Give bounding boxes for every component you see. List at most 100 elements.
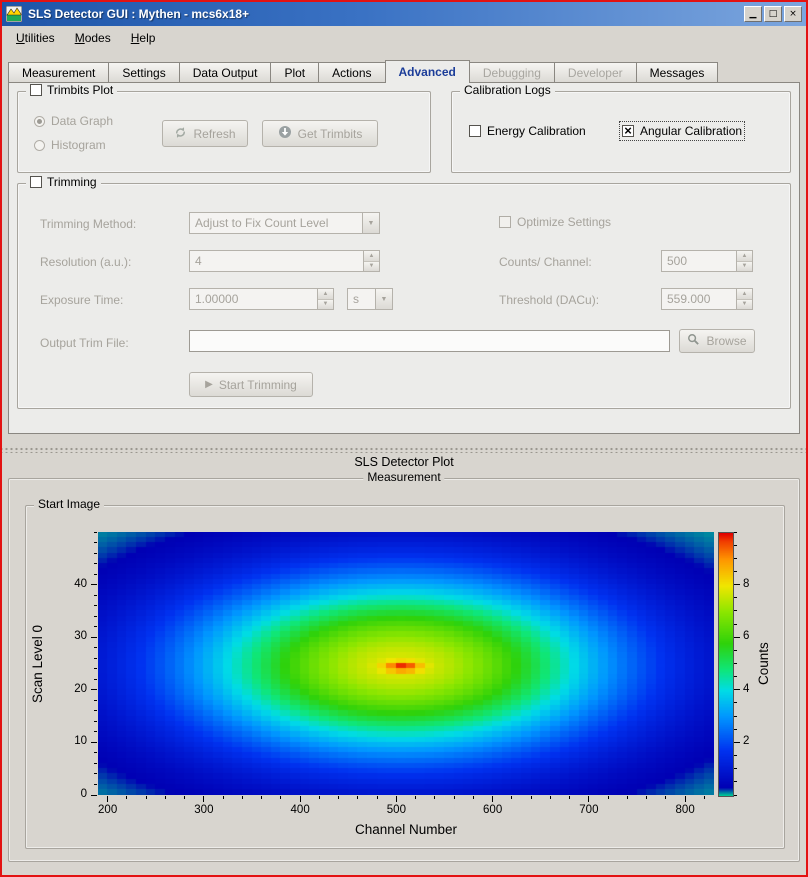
x-minor-tick bbox=[376, 796, 378, 799]
start-image-group: Start Image Scan Level 0 Channel Number … bbox=[25, 497, 785, 849]
trimbits-plot-group: Trimbits Plot Data Graph Histogram bbox=[17, 83, 431, 173]
x-tick-label: 500 bbox=[386, 804, 406, 816]
menu-utilities[interactable]: Utilities bbox=[16, 31, 55, 45]
tab-data-output[interactable]: Data Output bbox=[178, 62, 272, 82]
colorbar-minor-tick bbox=[734, 557, 737, 559]
trimbits-plot-group-label: Trimbits Plot bbox=[47, 83, 114, 97]
y-tick-label: 30 bbox=[74, 630, 87, 643]
minimize-button[interactable]: ▁ bbox=[744, 6, 762, 22]
trimbits-plot-checkbox[interactable] bbox=[30, 84, 42, 96]
tab-plot[interactable]: Plot bbox=[270, 62, 320, 82]
y-tick-label: 20 bbox=[74, 682, 87, 695]
angular-calibration-option[interactable]: × Angular Calibration bbox=[618, 121, 746, 141]
histogram-label: Histogram bbox=[51, 138, 106, 152]
x-minor-tick bbox=[453, 796, 455, 799]
colorbar-minor-tick bbox=[734, 755, 737, 757]
y-minor-tick bbox=[94, 720, 97, 722]
y-tick-mark bbox=[91, 689, 97, 691]
y-tick-mark bbox=[91, 741, 97, 743]
histogram-option: Histogram bbox=[34, 138, 106, 152]
y-minor-tick bbox=[94, 563, 97, 565]
menu-modes[interactable]: Modes bbox=[74, 31, 111, 45]
y-minor-tick bbox=[94, 699, 97, 701]
tab-measurement[interactable]: Measurement bbox=[8, 62, 110, 82]
maximize-button[interactable]: □ bbox=[764, 6, 782, 22]
y-minor-tick bbox=[94, 573, 97, 575]
colorbar-minor-tick bbox=[734, 570, 737, 572]
x-minor-tick bbox=[665, 796, 667, 799]
refresh-label: Refresh bbox=[193, 126, 236, 141]
colorbar-tick-mark bbox=[734, 741, 740, 743]
trimming-checkbox[interactable] bbox=[30, 176, 42, 188]
optimize-settings-option: Optimize Settings bbox=[499, 215, 611, 229]
x-minor-tick bbox=[184, 796, 186, 799]
x-minor-tick bbox=[434, 796, 436, 799]
maximize-icon: □ bbox=[768, 9, 778, 19]
x-minor-tick bbox=[549, 796, 551, 799]
exposure-time-value: 1.00000 bbox=[195, 292, 239, 306]
y-minor-tick bbox=[94, 773, 97, 775]
heatmap-canvas[interactable] bbox=[98, 532, 714, 795]
x-minor-tick bbox=[318, 796, 320, 799]
tab-settings[interactable]: Settings bbox=[108, 62, 180, 82]
y-minor-tick bbox=[94, 605, 97, 607]
splitter-handle[interactable] bbox=[2, 446, 806, 453]
colorbar-minor-tick bbox=[734, 676, 737, 678]
energy-calibration-checkbox[interactable] bbox=[469, 125, 481, 137]
tab-messages[interactable]: Messages bbox=[635, 62, 719, 82]
colorbar-tick-mark bbox=[734, 689, 740, 691]
colorbar-tick-label: 4 bbox=[743, 682, 750, 695]
y-axis-title: Scan Level 0 bbox=[30, 624, 45, 703]
browse-button: Browse bbox=[679, 329, 755, 353]
x-minor-tick bbox=[472, 796, 474, 799]
optimize-settings-checkbox bbox=[499, 216, 511, 228]
checkmark-icon: × bbox=[624, 123, 632, 138]
x-tick-label: 800 bbox=[675, 804, 695, 816]
x-minor-tick bbox=[126, 796, 128, 799]
y-minor-tick bbox=[94, 710, 97, 712]
x-tick-mark bbox=[203, 796, 205, 802]
refresh-button: Refresh bbox=[162, 120, 248, 147]
colorbar-minor-tick bbox=[734, 794, 737, 796]
x-minor-tick bbox=[626, 796, 628, 799]
x-tick-mark bbox=[588, 796, 590, 802]
y-minor-tick bbox=[94, 657, 97, 659]
x-tick-label: 400 bbox=[290, 804, 310, 816]
get-trimbits-button: Get Trimbits bbox=[262, 120, 378, 147]
threshold-spinbox: 559.000 ▲ ▼ bbox=[661, 288, 753, 310]
colorbar-canvas bbox=[718, 532, 734, 797]
x-tick-mark bbox=[395, 796, 397, 802]
y-minor-tick bbox=[94, 783, 97, 785]
spin-up-icon: ▲ bbox=[318, 289, 333, 300]
y-tick-mark bbox=[91, 794, 97, 796]
tab-debugging: Debugging bbox=[468, 62, 555, 82]
exposure-time-label: Exposure Time: bbox=[40, 293, 124, 307]
energy-calibration-option[interactable]: Energy Calibration bbox=[469, 124, 586, 138]
spin-down-icon: ▼ bbox=[318, 299, 333, 309]
counts-channel-spinbox: 500 ▲ ▼ bbox=[661, 250, 753, 272]
output-trim-file-label: Output Trim File: bbox=[40, 336, 129, 350]
y-minor-tick bbox=[94, 615, 97, 617]
spin-down-icon: ▼ bbox=[737, 261, 752, 271]
title-bar[interactable]: SLS Detector GUI : Mythen - mcs6x18+ ▁ □… bbox=[2, 2, 806, 26]
histogram-radio bbox=[34, 139, 45, 151]
energy-calibration-label: Energy Calibration bbox=[487, 124, 586, 138]
tab-actions[interactable]: Actions bbox=[318, 62, 386, 82]
browse-label: Browse bbox=[706, 334, 747, 348]
y-minor-tick bbox=[94, 731, 97, 733]
calibration-logs-group: Calibration Logs Energy Calibration × An… bbox=[451, 83, 791, 173]
menu-help[interactable]: Help bbox=[130, 31, 156, 45]
tab-advanced[interactable]: Advanced bbox=[384, 60, 470, 83]
y-tick-mark bbox=[91, 584, 97, 586]
colorbar-title: Counts bbox=[756, 642, 771, 685]
angular-calibration-label: Angular Calibration bbox=[640, 124, 743, 138]
close-button[interactable]: × bbox=[784, 6, 802, 22]
x-minor-tick bbox=[164, 796, 166, 799]
play-icon: ▶ bbox=[205, 379, 213, 390]
angular-calibration-checkbox[interactable]: × bbox=[622, 123, 634, 138]
x-minor-tick bbox=[415, 796, 417, 799]
tab-bar: Measurement Settings Data Output Plot Ac… bbox=[8, 59, 800, 83]
start-trimming-button: ▶ Start Trimming bbox=[189, 372, 313, 397]
trimming-group: Trimming Trimming Method: Adjust to Fix … bbox=[17, 175, 791, 409]
resolution-value: 4 bbox=[195, 254, 202, 268]
